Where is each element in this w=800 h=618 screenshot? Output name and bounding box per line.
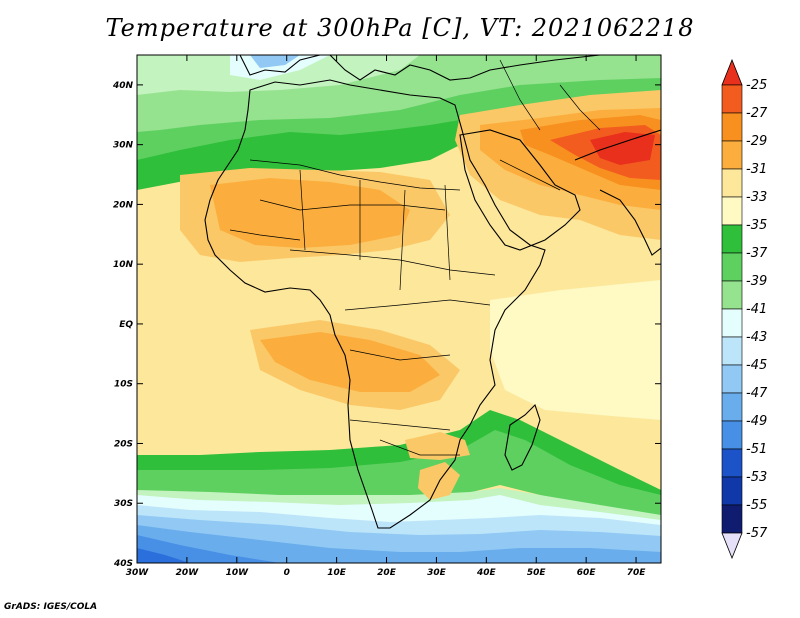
lon-tick-label: 30W (126, 568, 150, 578)
colorbar-label: -27 (746, 106, 768, 121)
lat-tick-label: 40S (113, 559, 133, 569)
colorbar-label: -49 (746, 414, 767, 429)
colorbar-label: -25 (746, 78, 767, 93)
colorbar-label: -53 (746, 470, 767, 485)
colorbar-segment (721, 420, 743, 450)
colorbar-segment (721, 504, 743, 534)
colorbar-label: -57 (746, 526, 768, 541)
arabian-peninsula (459, 129, 581, 251)
lat-tick-label: 40N (112, 81, 134, 91)
india-coast (599, 189, 661, 256)
lat-tick-label: 20S (114, 439, 133, 449)
colorbar-segment (721, 448, 743, 478)
coastlines (204, 55, 661, 529)
lat-tick-label: 30S (114, 499, 133, 509)
colorbar-segment (721, 140, 743, 170)
lat-tick-label: 30N (113, 141, 134, 151)
colorbar: -25 -27 -29 -31 -33 -35 -37 -39 -41 -43 -45 -47 -49 -… (721, 58, 768, 560)
colorbar-segment (721, 112, 743, 142)
lon-tick-label: 10W (226, 568, 250, 578)
colorbar-segment (721, 196, 743, 226)
colorbar-label: -35 (746, 218, 767, 233)
colorbar-label: -55 (746, 498, 767, 513)
colorbar-label: -51 (746, 442, 767, 457)
colorbar-label: -39 (746, 274, 767, 289)
temperature-field (137, 55, 661, 563)
colorbar-segment (721, 224, 743, 254)
colorbar-label: -45 (746, 358, 767, 373)
lon-tick-label: 50E (527, 568, 547, 578)
map-title: Temperature at 300hPa [C], VT: 202106221… (105, 14, 695, 42)
lat-tick-label: 10S (114, 380, 133, 390)
lon-tick-label: 0 (284, 568, 290, 578)
lon-tick-label: 40E (476, 568, 497, 578)
colorbar-label: -43 (746, 330, 767, 345)
lon-tick-label: 60E (577, 568, 597, 578)
colorbar-label: -47 (746, 386, 768, 401)
madagascar (504, 403, 541, 471)
colorbar-segment (721, 252, 743, 282)
lon-tick-label: 10E (327, 568, 347, 578)
footer-credit: GrADS: IGES/COLA (4, 602, 98, 612)
country-borders (229, 59, 601, 456)
colorbar-segment (721, 392, 743, 422)
lat-tick-label: EQ (119, 320, 133, 330)
colorbar-label: -37 (746, 246, 768, 261)
colorbar-segment (721, 336, 743, 366)
map-frame (136, 54, 662, 564)
colorbar-segment (721, 308, 743, 338)
colorbar-bottom-arrow (721, 532, 743, 560)
lon-tick-label: 70E (627, 568, 647, 578)
colorbar-segment (721, 476, 743, 506)
colorbar-segment (721, 364, 743, 394)
colorbar-label: -29 (746, 134, 767, 149)
lat-tick-label: 20N (113, 200, 134, 210)
europe-coast (239, 55, 321, 76)
colorbar-segment (721, 84, 743, 114)
lon-tick-label: 20E (377, 568, 397, 578)
lat-tick-label: 10N (113, 260, 134, 270)
colorbar-segment (721, 168, 743, 198)
lon-tick-label: 30E (427, 568, 447, 578)
colorbar-segment (721, 280, 743, 310)
lon-tick-label: 20W (176, 568, 200, 578)
colorbar-label: -31 (746, 162, 767, 177)
colorbar-label: -33 (746, 190, 767, 205)
colorbar-top-arrow (721, 58, 743, 86)
colorbar-label: -41 (746, 302, 767, 317)
